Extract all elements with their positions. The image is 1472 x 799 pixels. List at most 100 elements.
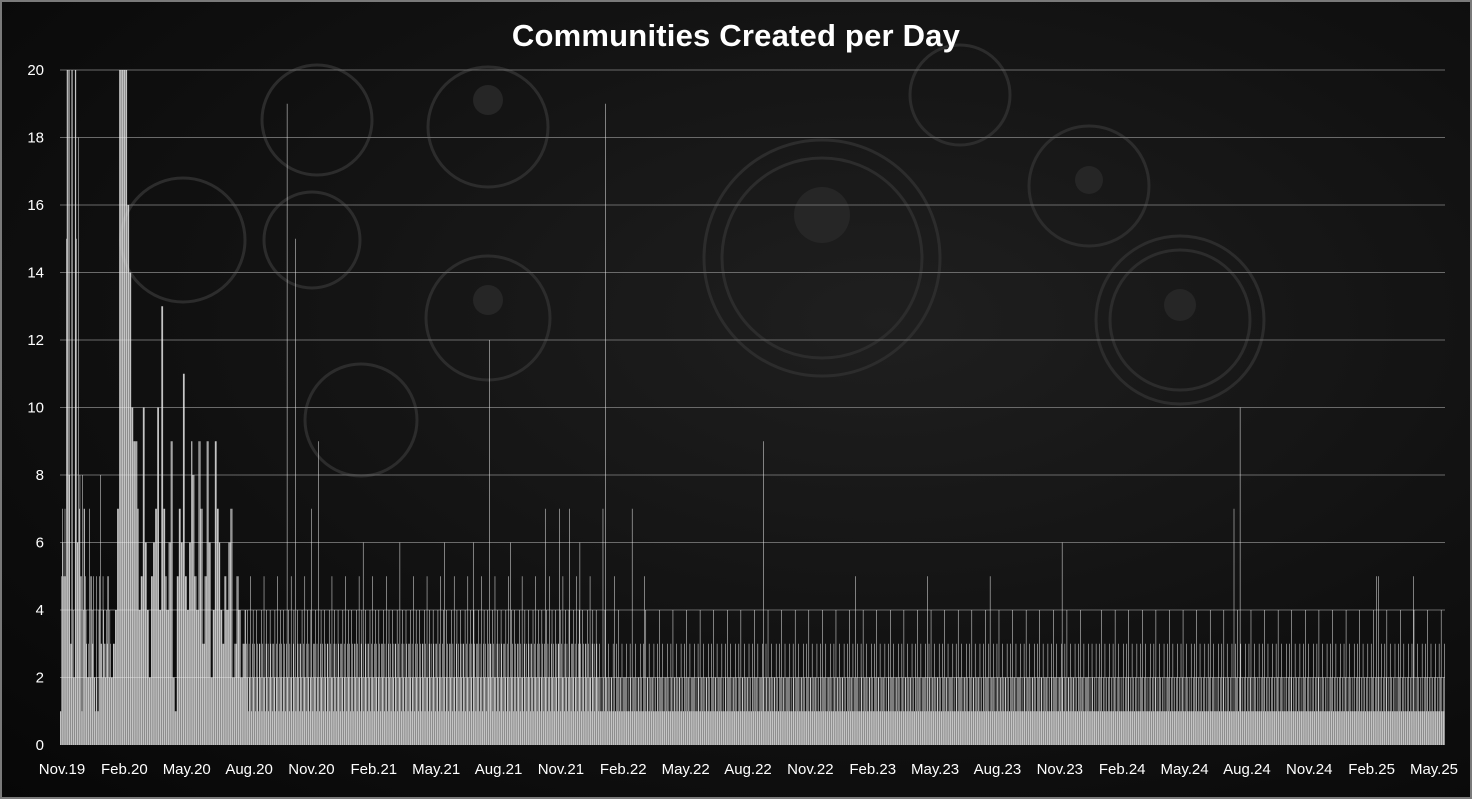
bar [256,610,257,745]
bar [549,576,550,745]
bar [898,643,899,745]
bar [555,610,556,745]
bar [946,677,947,745]
bar [1364,677,1365,745]
bar [1194,643,1195,745]
bar [177,576,179,745]
bar [903,610,905,745]
bar [1423,677,1425,745]
bar [83,508,85,745]
bar [1061,643,1062,745]
bar [701,677,703,745]
bar [1256,711,1258,745]
bar [939,711,941,745]
bar [593,677,594,745]
bar [551,643,552,745]
bar [612,643,614,745]
bar [1225,677,1227,745]
bar [603,677,604,745]
bar [523,643,525,745]
bar [1300,711,1301,745]
bar [1400,711,1402,745]
bar [1157,677,1159,745]
bar [1133,677,1134,745]
bar [797,711,799,745]
bar [650,677,651,745]
bar [1184,711,1185,745]
bar [1407,711,1409,745]
bar [762,643,763,745]
bar [1305,711,1307,745]
bar [854,711,856,745]
bar [1325,677,1326,745]
bar [452,643,454,745]
bar [990,711,992,745]
bar [1148,677,1150,745]
bar [862,610,864,745]
bar [1054,677,1055,745]
bar [323,677,325,745]
bar [665,677,667,745]
bar [564,711,565,745]
bar [384,643,386,745]
bar [1322,643,1323,745]
bar [966,643,967,745]
bar [193,475,195,745]
bar [144,407,145,745]
bar [1081,677,1083,745]
bar [1071,677,1072,745]
bar [236,576,238,745]
bar [799,677,801,745]
bar [169,542,170,745]
bar [436,677,438,745]
bar [547,643,549,745]
bar [902,677,903,745]
bar [472,711,473,745]
bar [763,441,764,745]
bar [831,677,833,745]
bar [100,643,102,745]
bar [624,677,625,745]
bar [1171,677,1172,745]
bar [1277,677,1278,745]
bar [178,576,179,745]
y-tick-label: 2 [36,670,44,687]
bar [1371,711,1373,745]
bar [1349,711,1351,745]
bar [686,711,688,745]
bar [1027,677,1028,745]
bar [1052,711,1053,745]
bar [792,711,793,745]
bar [1020,643,1021,745]
bar [947,643,949,745]
bar [312,711,314,745]
bar [267,643,269,745]
bar [1301,677,1303,745]
bar [1048,711,1049,745]
bar [1154,711,1155,745]
bar [803,643,804,745]
bar [750,711,752,745]
bar [364,610,366,745]
bar [316,711,317,745]
bar [1211,711,1212,745]
bar [1306,711,1307,745]
bar [303,643,304,745]
bar [106,643,108,745]
bar [754,711,756,745]
bar [1044,711,1046,745]
bar [1107,711,1108,745]
bar [492,711,494,745]
bar [535,576,536,745]
bar [740,610,742,745]
bar [1183,711,1184,745]
bar [539,643,541,745]
bar [761,711,763,745]
bar [238,610,240,745]
bar [672,711,673,745]
bar [1082,711,1084,745]
bar [857,643,858,745]
bar [362,677,363,745]
bar [1440,610,1442,745]
bar [881,677,882,745]
